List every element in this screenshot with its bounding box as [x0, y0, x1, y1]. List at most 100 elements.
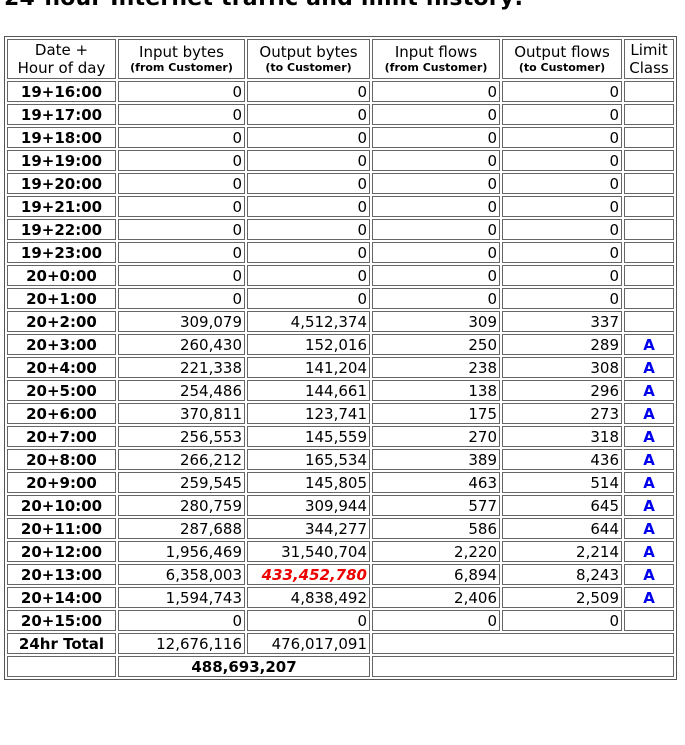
- input-flows-cell: 2,220: [372, 541, 500, 562]
- date-hour-cell: 19+23:00: [7, 242, 116, 263]
- output-flows-cell: 296: [502, 380, 622, 401]
- input-bytes-cell: 280,759: [118, 495, 245, 516]
- input-flows-cell: 0: [372, 127, 500, 148]
- limit-class-cell: [624, 219, 674, 240]
- header-date-hour-main: Date +: [34, 41, 89, 59]
- table-row: 19+21:00 0 0 0 0: [7, 196, 674, 217]
- limit-class-cell: [624, 150, 674, 171]
- date-hour-cell: 20+7:00: [7, 426, 116, 447]
- input-bytes-cell: 0: [118, 196, 245, 217]
- output-flows-cell: 2,214: [502, 541, 622, 562]
- output-bytes-cell: 0: [247, 104, 370, 125]
- date-hour-cell: 20+5:00: [7, 380, 116, 401]
- input-bytes-cell: 1,594,743: [118, 587, 245, 608]
- table-row: 19+19:00 0 0 0 0: [7, 150, 674, 171]
- limit-class-cell: A: [624, 472, 674, 493]
- limit-class-cell: A: [624, 334, 674, 355]
- input-bytes-cell: 256,553: [118, 426, 245, 447]
- header-input-flows: Input flows (from Customer): [372, 39, 500, 79]
- output-bytes-cell: 0: [247, 196, 370, 217]
- date-hour-cell: 19+17:00: [7, 104, 116, 125]
- table-row: 20+3:00 260,430 152,016 250 289 A: [7, 334, 674, 355]
- input-flows-cell: 0: [372, 196, 500, 217]
- limit-class-cell: [624, 173, 674, 194]
- header-output-flows-sub: (to Customer): [518, 61, 606, 74]
- table-row: 20+13:00 6,358,003 433,452,780 6,894 8,243 A: [7, 564, 674, 585]
- input-bytes-cell: 0: [118, 173, 245, 194]
- input-bytes-cell: 0: [118, 610, 245, 631]
- output-flows-cell: 436: [502, 449, 622, 470]
- output-flows-cell: 0: [502, 173, 622, 194]
- date-hour-cell: 20+6:00: [7, 403, 116, 424]
- date-hour-cell: 20+8:00: [7, 449, 116, 470]
- output-flows-cell: 273: [502, 403, 622, 424]
- table-row: 19+20:00 0 0 0 0: [7, 173, 674, 194]
- limit-class-cell: A: [624, 403, 674, 424]
- date-hour-cell: 20+3:00: [7, 334, 116, 355]
- input-flows-cell: 577: [372, 495, 500, 516]
- output-flows-cell: 8,243: [502, 564, 622, 585]
- table-row: 19+22:00 0 0 0 0: [7, 219, 674, 240]
- input-bytes-cell: 259,545: [118, 472, 245, 493]
- header-input-bytes: Input bytes (from Customer): [118, 39, 245, 79]
- output-bytes-cell: 145,559: [247, 426, 370, 447]
- limit-class-cell: A: [624, 541, 674, 562]
- output-bytes-cell: 433,452,780: [247, 564, 370, 585]
- table-row: 20+0:00 0 0 0 0: [7, 265, 674, 286]
- input-flows-cell: 0: [372, 173, 500, 194]
- limit-class-cell: [624, 265, 674, 286]
- table-row: 19+16:00 0 0 0 0: [7, 81, 674, 102]
- table-row: 20+7:00 256,553 145,559 270 318 A: [7, 426, 674, 447]
- output-bytes-cell: 123,741: [247, 403, 370, 424]
- output-flows-cell: 0: [502, 150, 622, 171]
- output-bytes-cell: 152,016: [247, 334, 370, 355]
- date-hour-cell: 20+14:00: [7, 587, 116, 608]
- limit-class-cell: [624, 610, 674, 631]
- input-bytes-cell: 221,338: [118, 357, 245, 378]
- header-row: Date + Hour of day Input bytes (from Cus…: [7, 39, 674, 79]
- output-bytes-cell: 309,944: [247, 495, 370, 516]
- input-flows-cell: 0: [372, 242, 500, 263]
- input-flows-cell: 0: [372, 104, 500, 125]
- output-flows-cell: 0: [502, 265, 622, 286]
- table-row: 19+18:00 0 0 0 0: [7, 127, 674, 148]
- output-flows-cell: 0: [502, 104, 622, 125]
- table-row: 20+2:00 309,079 4,512,374 309 337: [7, 311, 674, 332]
- output-bytes-cell: 0: [247, 242, 370, 263]
- limit-class-cell: A: [624, 518, 674, 539]
- table-row: 20+9:00 259,545 145,805 463 514 A: [7, 472, 674, 493]
- total-output-bytes: 476,017,091: [247, 633, 370, 654]
- input-flows-cell: 0: [372, 219, 500, 240]
- output-bytes-cell: 0: [247, 265, 370, 286]
- input-flows-cell: 0: [372, 288, 500, 309]
- input-flows-cell: 309: [372, 311, 500, 332]
- input-flows-cell: 463: [372, 472, 500, 493]
- output-flows-cell: 0: [502, 127, 622, 148]
- header-output-flows-main: Output flows: [514, 43, 610, 61]
- limit-class-cell: A: [624, 564, 674, 585]
- header-input-bytes-sub: (from Customer): [130, 61, 233, 74]
- output-flows-cell: 308: [502, 357, 622, 378]
- table-row: 20+4:00 221,338 141,204 238 308 A: [7, 357, 674, 378]
- date-hour-cell: 20+10:00: [7, 495, 116, 516]
- grand-total-spacer: [372, 656, 674, 677]
- output-bytes-cell: 0: [247, 81, 370, 102]
- table-row: 20+12:00 1,956,469 31,540,704 2,220 2,214 A: [7, 541, 674, 562]
- date-hour-cell: 19+19:00: [7, 150, 116, 171]
- output-bytes-cell: 165,534: [247, 449, 370, 470]
- input-flows-cell: 175: [372, 403, 500, 424]
- table-row: 19+23:00 0 0 0 0: [7, 242, 674, 263]
- input-flows-cell: 389: [372, 449, 500, 470]
- input-bytes-cell: 370,811: [118, 403, 245, 424]
- date-hour-cell: 20+4:00: [7, 357, 116, 378]
- input-bytes-cell: 309,079: [118, 311, 245, 332]
- limit-class-cell: A: [624, 495, 674, 516]
- header-input-flows-main: Input flows: [394, 43, 478, 61]
- output-flows-cell: 0: [502, 81, 622, 102]
- grand-total: 488,693,207: [118, 656, 370, 677]
- input-bytes-cell: 0: [118, 288, 245, 309]
- output-flows-cell: 0: [502, 219, 622, 240]
- output-flows-cell: 0: [502, 242, 622, 263]
- header-output-bytes-main: Output bytes: [259, 43, 358, 61]
- input-bytes-cell: 254,486: [118, 380, 245, 401]
